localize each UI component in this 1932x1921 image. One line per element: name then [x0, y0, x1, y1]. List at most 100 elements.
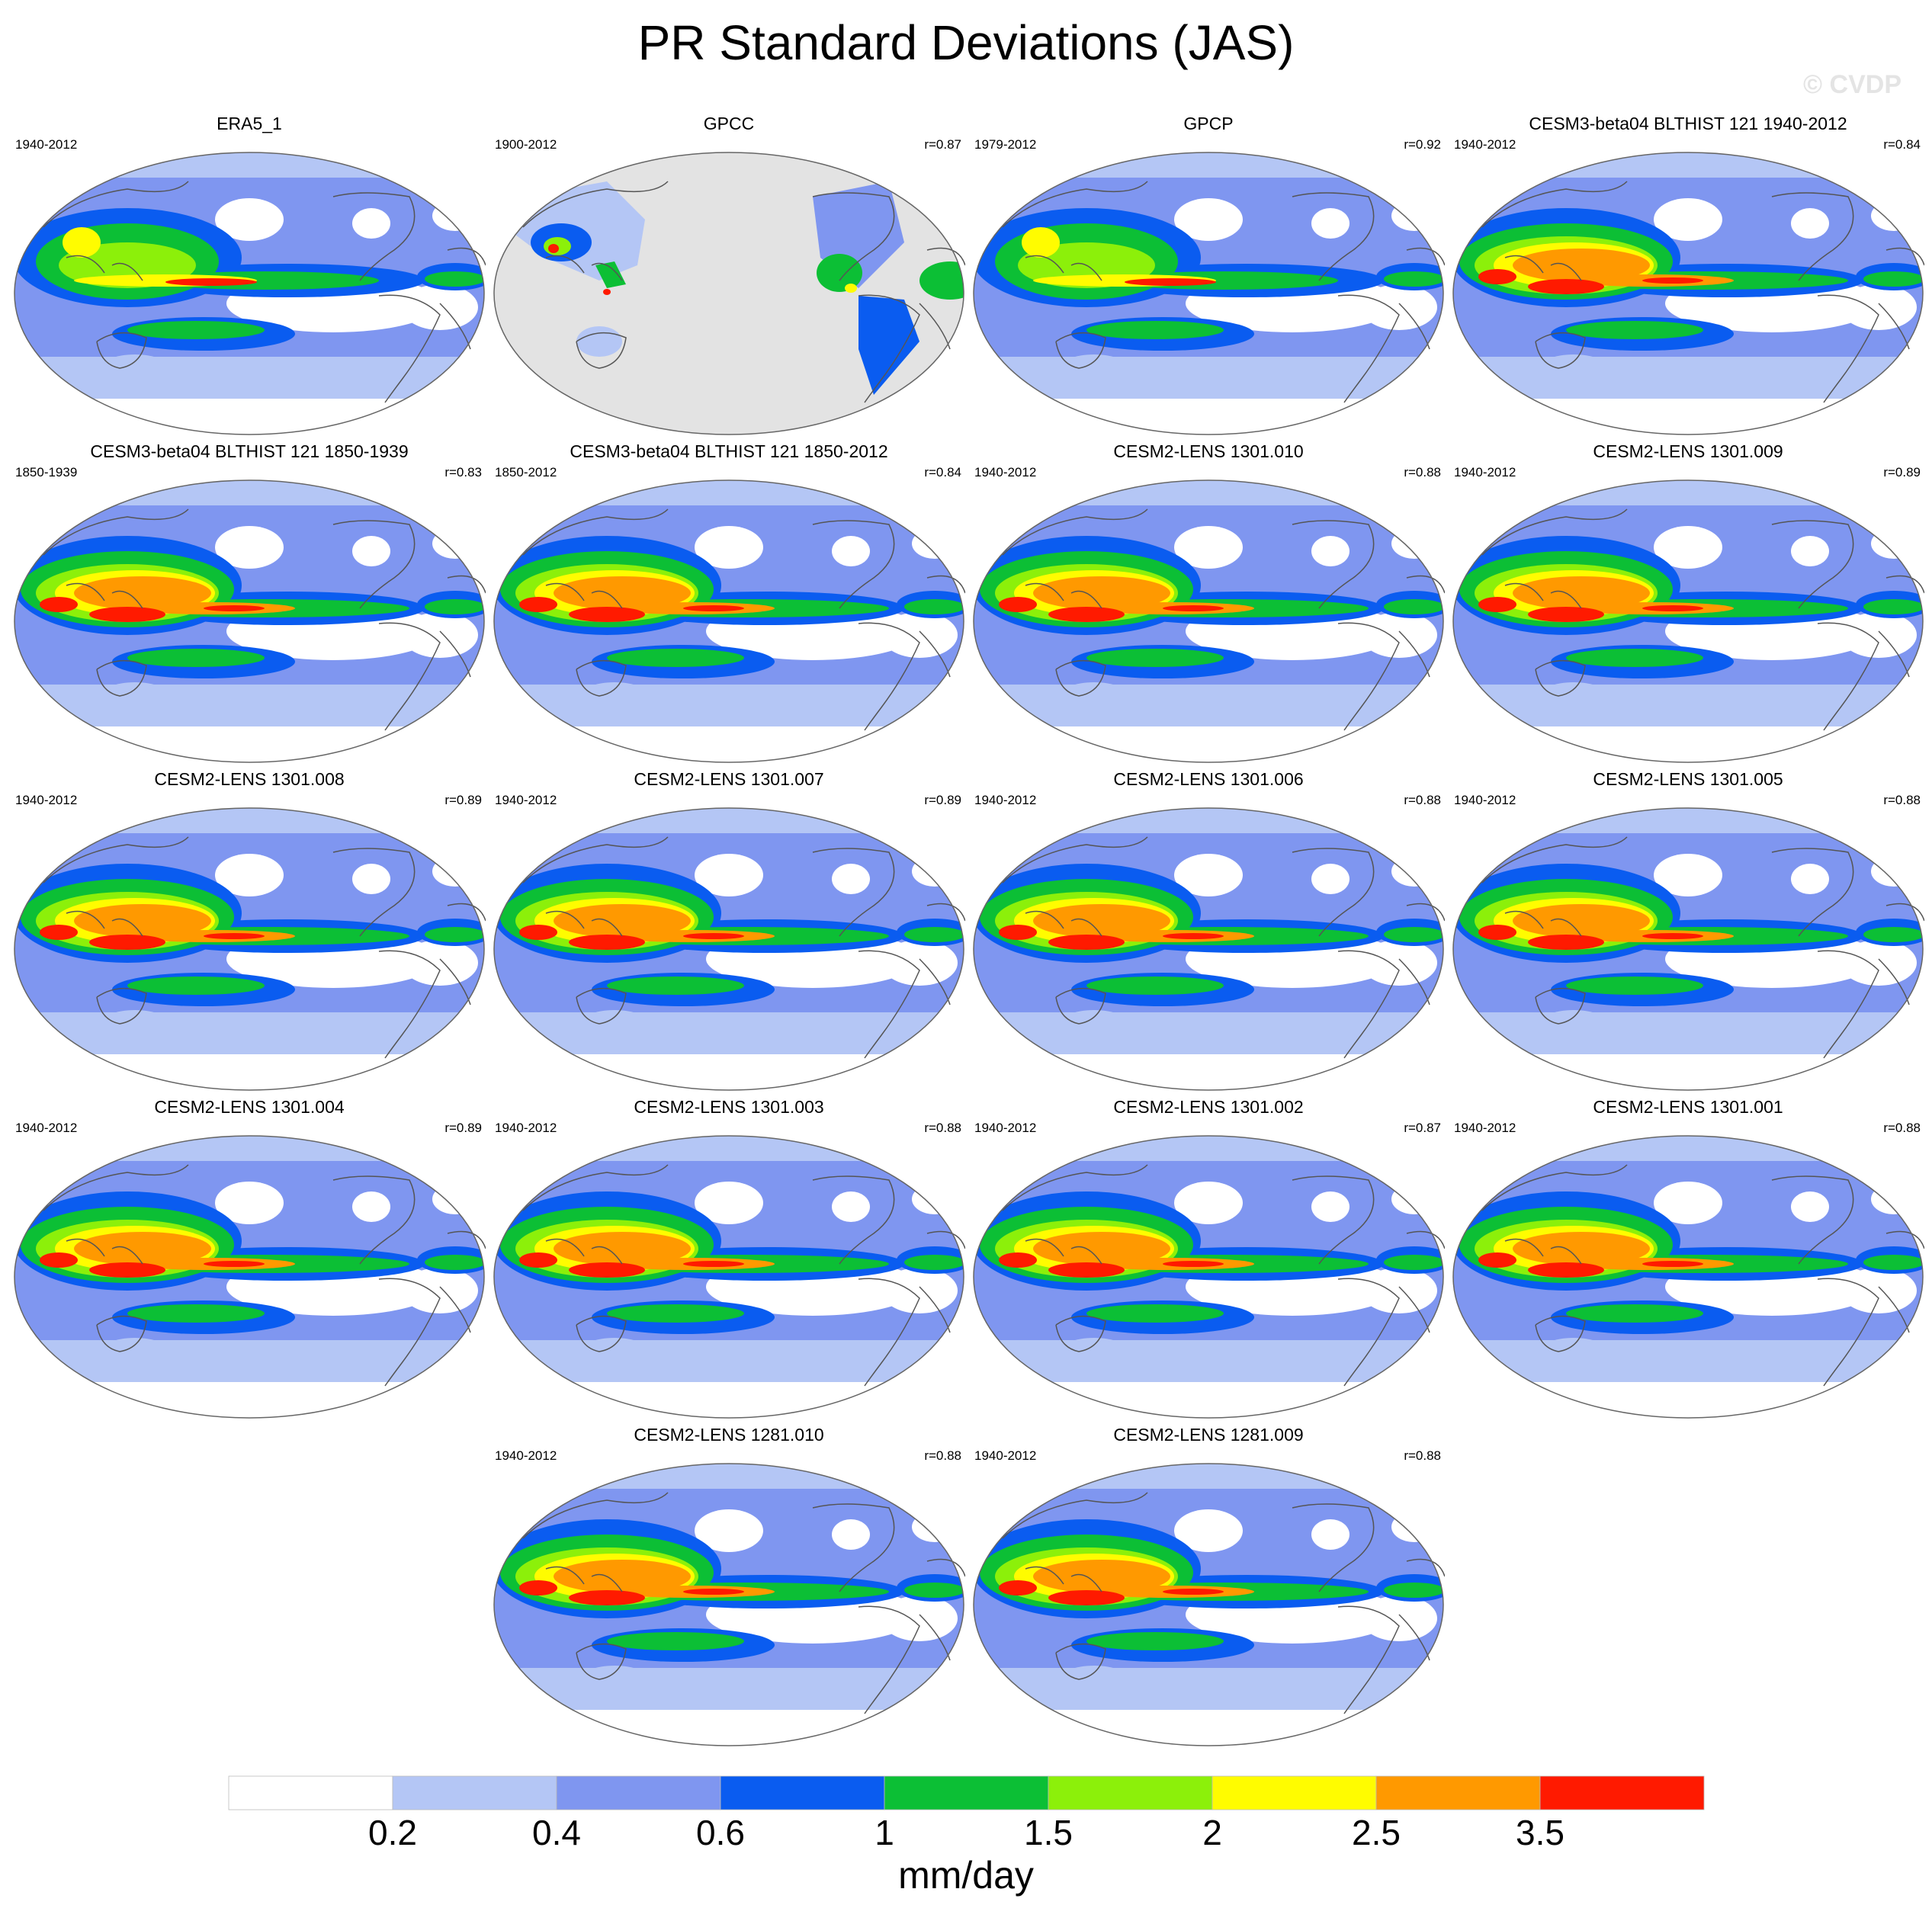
- dry-n-america: [352, 864, 390, 894]
- coast-s-america: [858, 1278, 920, 1387]
- atlantic-itcz-green: [425, 271, 484, 287]
- map-border: [493, 807, 964, 1091]
- coast-asia: [1002, 1164, 1148, 1265]
- panel-title: CESM2-LENS 1301.003: [634, 1097, 824, 1117]
- coast-n-america: [812, 192, 895, 281]
- coast-n-america: [332, 520, 416, 609]
- coast-australia: [1535, 332, 1586, 369]
- panel-title: ERA5_1: [217, 114, 282, 133]
- map-panel: ERA5_1 1940-2012: [9, 113, 489, 441]
- coast-australia: [1055, 1643, 1106, 1680]
- map-plot: [973, 1463, 1445, 1746]
- map-plot: [493, 1135, 965, 1419]
- coast-asia: [1002, 1492, 1148, 1592]
- antarctic-band: [1453, 726, 1923, 762]
- panel-period: 1940-2012: [974, 793, 1037, 807]
- maritime-red: [569, 935, 645, 950]
- coast-s-america: [858, 622, 920, 731]
- arctic-band: [14, 808, 484, 833]
- map-panel: CESM2-LENS 1301.007 1940-2012 r=0.89: [489, 768, 969, 1096]
- dry-n-america: [832, 536, 870, 566]
- map-border: [1452, 479, 1924, 763]
- panel-period: 1940-2012: [974, 1448, 1037, 1463]
- coast-asia: [1481, 181, 1628, 281]
- map-plot: [14, 1135, 486, 1419]
- coast-n-america: [1292, 520, 1375, 609]
- panel-title: CESM2-LENS 1301.002: [1113, 1097, 1304, 1117]
- coast-asia: [522, 181, 669, 281]
- map-border: [493, 152, 964, 435]
- coast-s-america: [378, 1278, 441, 1387]
- coast-s-america: [1337, 950, 1400, 1059]
- coast-asia: [522, 1492, 669, 1592]
- panel-correlation: r=0.88: [924, 1448, 961, 1463]
- map-border: [973, 1463, 1444, 1746]
- dry-n-america: [832, 864, 870, 894]
- coast-australia: [576, 1315, 627, 1352]
- itcz-red: [1125, 278, 1216, 286]
- coast-s-america: [1817, 294, 1879, 403]
- map-panel: CESM3-beta04 BLTHIST 121 1850-2012 1850-2…: [489, 441, 969, 768]
- coast-s-america: [1337, 622, 1400, 731]
- panel-period: 1979-2012: [974, 137, 1037, 152]
- panel-period: 1940-2012: [495, 1448, 557, 1463]
- atlantic-itcz-green: [904, 599, 964, 614]
- itcz-red: [683, 605, 744, 611]
- warm-pool-orange: [74, 1232, 211, 1265]
- spcz-green: [127, 1304, 265, 1323]
- colorbar-segment: [556, 1775, 721, 1810]
- spcz-green: [607, 649, 744, 667]
- warm-pool-orange: [1033, 904, 1170, 938]
- indian-red: [1478, 925, 1516, 940]
- dry-n-america: [832, 1519, 870, 1550]
- antarctic-band: [14, 1382, 484, 1418]
- coast-asia: [43, 836, 189, 937]
- colorbar-segment: [1048, 1775, 1213, 1810]
- map-panel: CESM2-LENS 1301.002 1940-2012 r=0.87: [968, 1096, 1449, 1424]
- dry-ne-pacific: [1654, 854, 1722, 896]
- dry-n-america: [1311, 208, 1350, 239]
- itcz-red: [1642, 277, 1703, 284]
- warm-pool-orange: [1033, 1560, 1170, 1593]
- atlantic-itcz-green: [904, 1583, 964, 1598]
- dry-n-america: [352, 208, 390, 239]
- antarctic-band: [494, 1382, 964, 1418]
- coast-n-america: [1292, 192, 1375, 281]
- coast-n-america: [332, 1175, 416, 1265]
- dry-ne-pacific: [695, 854, 763, 896]
- dry-ne-pacific: [695, 1509, 763, 1552]
- map-plot: [973, 152, 1445, 435]
- panel-correlation: r=0.88: [1404, 793, 1441, 807]
- colorbar-segment: [228, 1775, 393, 1810]
- colorbar-tick-label: 0.4: [532, 1813, 581, 1852]
- arctic-band: [494, 1464, 964, 1489]
- coast-n-america: [332, 848, 416, 937]
- antarctic-band: [14, 399, 484, 435]
- coast-n-america: [1771, 1175, 1854, 1265]
- indian-red: [519, 1580, 557, 1595]
- map-plot: [493, 479, 965, 763]
- colorbar-segment: [1375, 1775, 1541, 1810]
- dry-s-atlantic: [1841, 1268, 1917, 1313]
- itcz-red: [683, 933, 744, 939]
- spcz-green: [607, 1304, 744, 1323]
- antarctic-band: [974, 1382, 1443, 1418]
- coast-asia: [522, 836, 669, 937]
- map-plot: [1452, 152, 1924, 435]
- coast-asia: [522, 1164, 669, 1265]
- map-border: [1452, 807, 1924, 1091]
- arctic-band: [14, 480, 484, 505]
- atlantic-itcz-green: [1863, 927, 1923, 942]
- dry-s-atlantic: [1361, 284, 1437, 330]
- land-s-america: [858, 296, 919, 395]
- warm-pool-orange: [1513, 904, 1650, 938]
- colorbar-tick-label: 0.2: [368, 1813, 417, 1852]
- dry-indian: [101, 1010, 169, 1037]
- spcz-green: [607, 1632, 744, 1650]
- atlantic-itcz-green: [425, 1255, 484, 1270]
- dry-s-atlantic: [1361, 612, 1437, 658]
- dry-ne-pacific: [215, 198, 284, 241]
- panel-period: 1940-2012: [495, 1121, 557, 1135]
- coast-s-america: [378, 622, 441, 731]
- maritime-red: [89, 1262, 165, 1278]
